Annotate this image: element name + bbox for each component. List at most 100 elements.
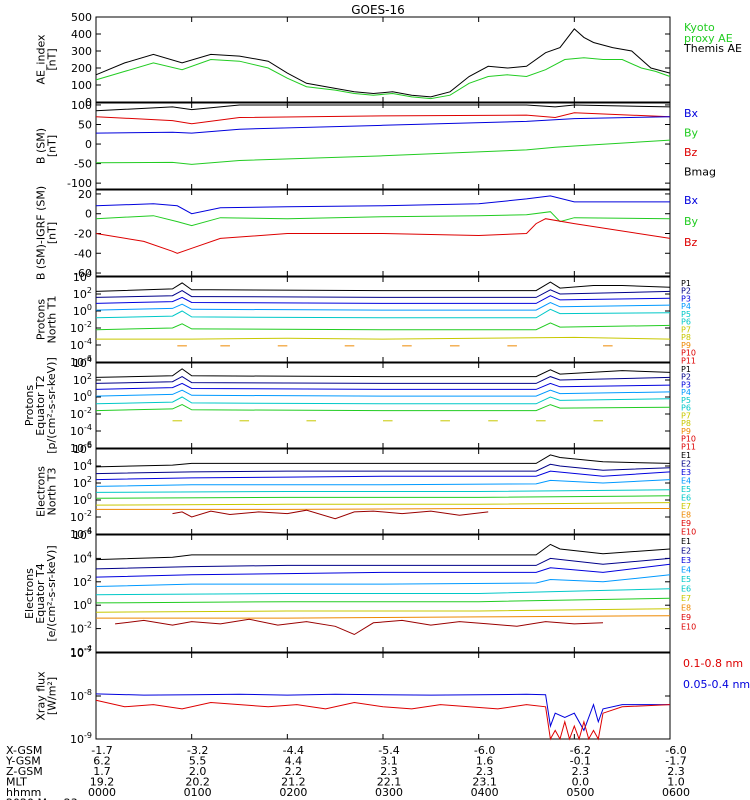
series-line xyxy=(96,336,671,340)
legend-label: E2 xyxy=(681,460,691,469)
y-tick-label: 10-7 xyxy=(70,645,92,660)
ephemeris-row-label: X-GSM xyxy=(6,744,42,757)
y-tick-label: 20 xyxy=(78,188,92,201)
ephemeris-value: -0.1 xyxy=(570,755,591,768)
series-line xyxy=(95,57,671,100)
legend-label: 0.05-0.4 nm xyxy=(683,678,750,691)
series-line xyxy=(95,479,671,487)
legend-label: E3 xyxy=(681,468,691,477)
series-line xyxy=(95,368,671,378)
y-axis-label: Protons xyxy=(35,299,48,340)
series-line xyxy=(95,463,671,475)
plot-title: GOES-16 xyxy=(351,3,405,17)
y-tick-label: 104 xyxy=(73,355,92,370)
ephemeris-value: 22.1 xyxy=(377,776,402,789)
series-line xyxy=(95,608,671,613)
legend-label: E6 xyxy=(681,585,691,594)
ephemeris-value: 21.2 xyxy=(281,776,306,789)
legend-label: E7 xyxy=(681,594,691,603)
series-line xyxy=(95,588,671,596)
series-line xyxy=(95,139,671,165)
ephemeris-value: 3.1 xyxy=(380,755,398,768)
panel-2: -100 -50 0 50 100 B (SM)[nT] Bx By Bz Bmag xyxy=(35,99,717,190)
legend-label: Kyoto xyxy=(684,21,715,34)
y-tick-label: 100 xyxy=(73,597,92,612)
ephemeris-value: 19.2 xyxy=(90,776,115,789)
y-tick-label: 102 xyxy=(73,475,92,490)
y-axis-label: Equator T4 xyxy=(34,563,47,623)
y-tick-label: 10-2 xyxy=(70,509,92,524)
panel-frame xyxy=(95,16,671,103)
legend-label: P7 xyxy=(681,411,691,420)
ephemeris-value: 20.2 xyxy=(185,776,210,789)
legend-label: E9 xyxy=(681,519,691,528)
y-tick-label: 104 xyxy=(73,269,92,284)
y-tick-label: -40 xyxy=(74,247,92,260)
y-tick-label: 10-2 xyxy=(70,621,92,636)
series-line xyxy=(95,376,671,384)
legend-label: P10 xyxy=(681,435,696,444)
y-tick-label: 102 xyxy=(73,286,92,301)
ephemeris-value: 2.3 xyxy=(572,765,590,778)
series-line xyxy=(95,322,671,331)
y-tick-label: 300 xyxy=(71,45,92,58)
legend-label: By xyxy=(684,127,699,140)
ephemeris-value: -1.7 xyxy=(91,744,112,757)
series-line xyxy=(95,389,671,397)
series-line xyxy=(172,509,489,520)
y-tick-label: 10-9 xyxy=(70,731,92,746)
y-axis-label: [nT] xyxy=(46,135,59,157)
series-line xyxy=(95,289,671,298)
ephemeris-value: 2.3 xyxy=(380,765,398,778)
y-axis-label: Protons xyxy=(23,385,36,426)
y-axis-label: Electrons xyxy=(23,568,36,619)
panel-frame xyxy=(95,276,671,363)
ephemeris-value: -6.0 xyxy=(665,744,686,757)
series-line xyxy=(95,396,671,405)
y-tick-label: 102 xyxy=(73,372,92,387)
y-tick-label: 104 xyxy=(73,458,92,473)
legend-label: E8 xyxy=(681,604,691,613)
y-tick-label: -20 xyxy=(74,227,92,240)
series-line xyxy=(95,470,671,481)
legend-label: E5 xyxy=(681,575,691,584)
ephemeris-value: 2.3 xyxy=(476,765,494,778)
legend-label: P7 xyxy=(681,325,691,334)
series-line xyxy=(95,693,670,732)
legend-label: E2 xyxy=(681,547,691,556)
ephemeris-row-label: hhmm xyxy=(6,786,41,799)
y-tick-label: 100 xyxy=(73,492,92,507)
ephemeris-value: 0600 xyxy=(662,786,690,799)
x-axis-ephemeris: X-GSM -1.7 -3.2 -4.4 -5.4 -6.0 -6.2 -6.0 Y-GSM 6.… xyxy=(5,744,690,800)
y-tick-label: 10-2 xyxy=(70,320,92,335)
series-line xyxy=(95,211,671,227)
panel-frame xyxy=(95,652,671,740)
ephemeris-value: 23.1 xyxy=(472,776,497,789)
series-line xyxy=(96,508,670,510)
legend-label: By xyxy=(684,215,699,228)
ephemeris-value: 0400 xyxy=(471,786,499,799)
ephemeris-value: 0100 xyxy=(184,786,212,799)
legend-label: P2 xyxy=(681,287,691,296)
legend-label: E8 xyxy=(681,511,691,520)
series-line xyxy=(95,699,671,741)
legend-label: E10 xyxy=(681,623,696,632)
legend-label: P9 xyxy=(681,427,691,436)
ephemeris-value: 4.4 xyxy=(285,755,303,768)
y-tick-label: 200 xyxy=(71,62,92,75)
ephemeris-value: 0000 xyxy=(88,786,116,799)
y-tick-label: 10-4 xyxy=(70,423,92,438)
series-line xyxy=(95,557,671,570)
legend-label: P5 xyxy=(681,396,691,405)
panel-frame xyxy=(95,362,671,449)
y-axis-label: AE_index xyxy=(35,34,48,85)
ephemeris-value: 1.0 xyxy=(667,776,685,789)
legend-label: Bz xyxy=(684,146,698,159)
ephemeris-value: 5.5 xyxy=(189,755,207,768)
series-line xyxy=(95,597,671,604)
ephemeris-value: -1.7 xyxy=(665,755,686,768)
series-line xyxy=(95,502,671,506)
